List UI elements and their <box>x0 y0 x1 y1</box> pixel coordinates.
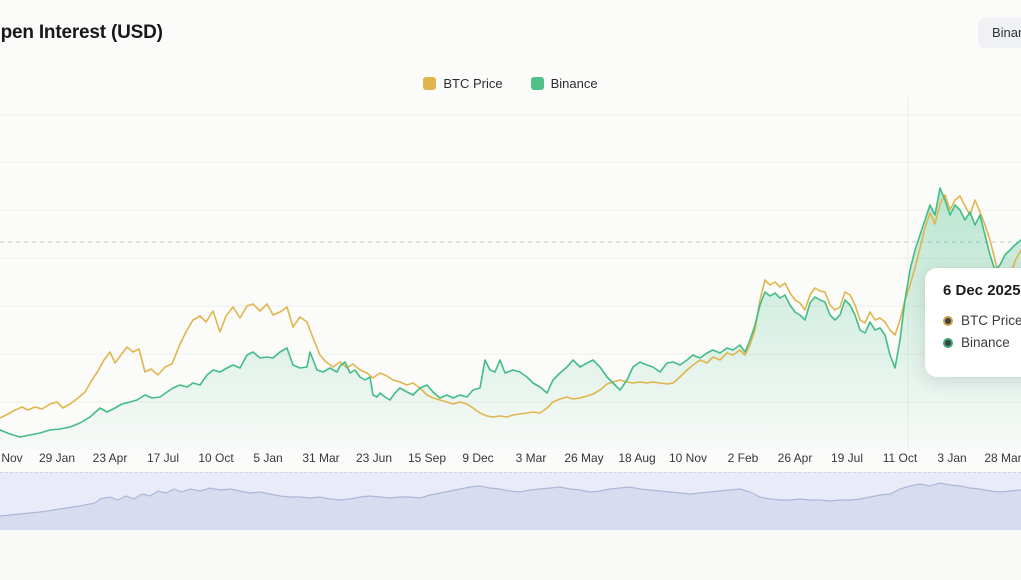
x-axis-label: 18 Aug <box>618 451 656 465</box>
x-axis-label: 26 Apr <box>777 451 813 465</box>
btc-price-marker-icon <box>943 315 953 326</box>
x-axis-label: 10 Nov <box>668 451 708 465</box>
x-axis-label: 23 Apr <box>92 451 128 465</box>
x-axis-label: 5 Jan <box>253 451 283 465</box>
x-axis-label: 28 Mar <box>984 451 1021 465</box>
legend-item-binance[interactable]: Binance <box>530 76 598 91</box>
legend-item-label: Binance <box>550 76 598 91</box>
legend-item-label: BTC Price <box>443 76 503 91</box>
btc-price-swatch-icon <box>423 77 437 90</box>
x-axis-label: Nov <box>1 451 23 465</box>
series-area-binance <box>0 188 1021 450</box>
binance-swatch-icon <box>530 77 544 90</box>
tooltip-row: BTC Price <box>943 313 1021 328</box>
legend-item-btc-price[interactable]: BTC Price <box>423 76 503 91</box>
tooltip-row: Binance <box>943 335 1021 350</box>
x-axis-label: 3 Jan <box>937 451 967 465</box>
tooltip-date: 6 Dec 2025 <box>943 282 1021 299</box>
x-axis-label: 26 May <box>564 451 604 465</box>
x-axis-label: 3 Mar <box>515 451 547 465</box>
bottom-strip <box>0 530 1021 580</box>
x-axis: Nov 29 Jan 23 Apr 17 Jul 10 Oct 5 Jan 31 Mar 23… <box>0 451 1021 467</box>
x-axis-label: 29 Jan <box>38 451 76 465</box>
series-line-btc-price <box>0 194 1021 419</box>
chart-legend: BTC Price Binance <box>0 76 1021 91</box>
exchange-selector-button[interactable]: Binance <box>978 18 1021 48</box>
x-axis-label: 11 Oct <box>882 451 918 465</box>
series-line-binance <box>0 187 1021 438</box>
x-axis-label: 2 Feb <box>727 451 759 465</box>
navigator-line <box>0 482 1021 517</box>
tooltip-series-label: BTC Price <box>961 313 1021 328</box>
x-axis-label: 31 Mar <box>302 451 340 465</box>
x-axis-label: 15 Sep <box>407 451 447 465</box>
tooltip-series-label: Binance <box>961 335 1010 350</box>
binance-marker-icon <box>943 337 953 348</box>
x-axis-label: 19 Jul <box>830 451 864 465</box>
navigator-svg <box>0 482 1021 530</box>
x-axis-label: 23 Jun <box>355 451 393 465</box>
x-axis-label: 9 Dec <box>462 451 494 465</box>
x-axis-label: 17 Jul <box>146 451 180 465</box>
chart-tooltip: 6 Dec 2025 BTC Price Binance <box>925 268 1021 377</box>
x-axis-label: 10 Oct <box>198 451 234 465</box>
main-chart-plot-area[interactable] <box>0 0 1021 472</box>
chart-range-navigator[interactable] <box>0 472 1021 530</box>
navigator-area <box>0 483 1021 530</box>
main-chart-svg <box>0 97 1021 450</box>
page-title: Open Interest (USD) <box>0 22 163 43</box>
